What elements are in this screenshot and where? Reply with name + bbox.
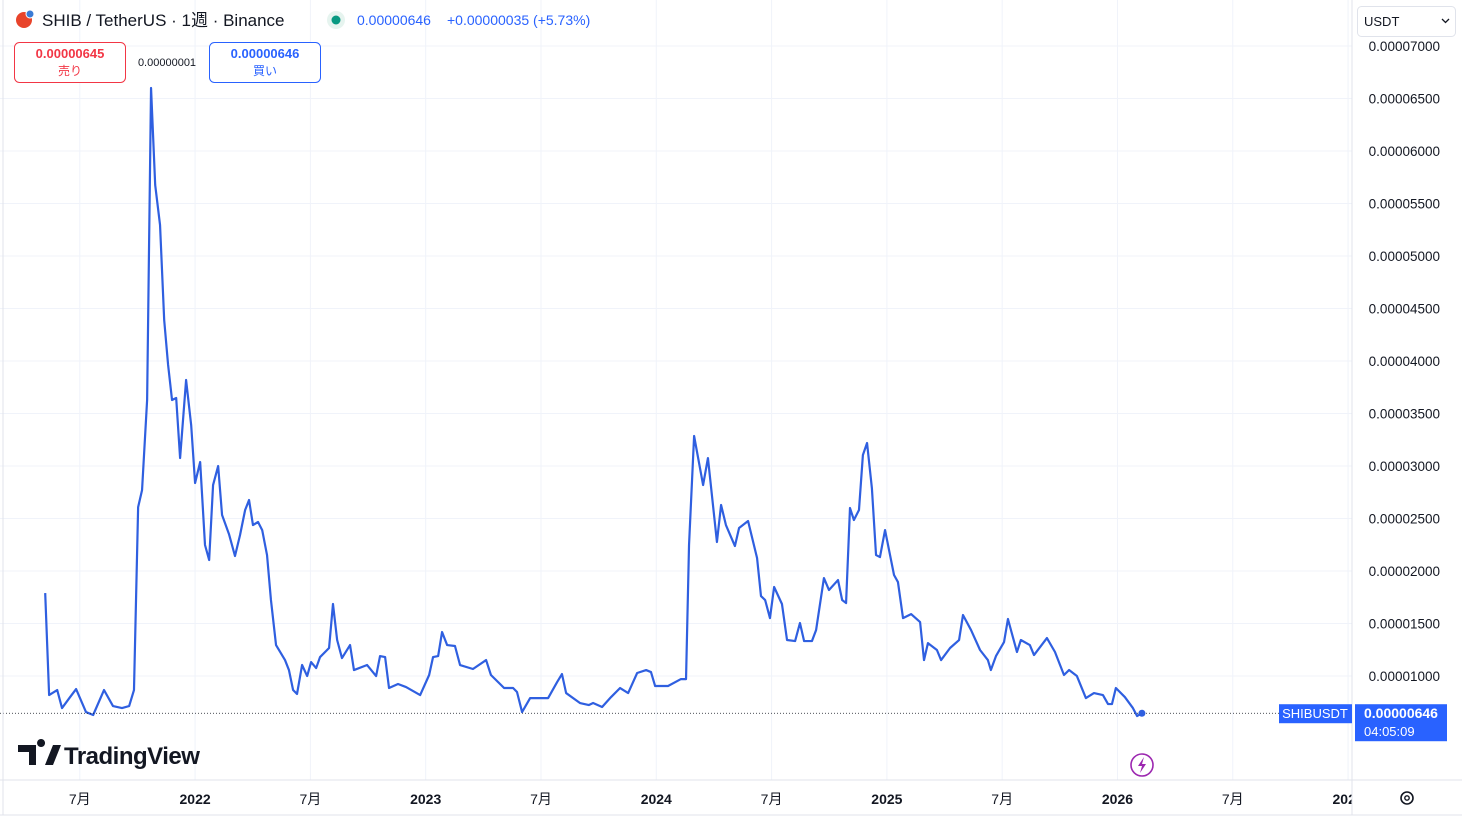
symbol-icon [25,9,35,19]
y-tick-label: 0.00001500 [1369,617,1440,632]
y-tick-label: 0.00002500 [1369,512,1440,527]
buy-button[interactable] [209,42,321,83]
settings-icon[interactable] [1400,791,1414,805]
dropdown-arrow [1441,18,1450,24]
price-tag [1355,704,1447,742]
y-axis: 0.00001000 0.00001500 0.00002000 0.00002500… [1369,39,1440,684]
logo-mark [18,739,61,765]
x-tick-label: 2024 [641,791,672,807]
event-icon [1138,757,1146,773]
y-tick-label: 0.00006000 [1369,144,1440,159]
price-tags: SHIBUSDT 0.00000646 04:05:09 [1279,704,1447,742]
y-tick-label: 0.00002000 [1369,564,1440,579]
buy-label[interactable]: 買い [253,64,277,78]
symbol-title[interactable]: SHIB / TetherUS · 1週 · Binance [42,11,285,30]
y-tick-label: 0.00001000 [1369,669,1440,684]
x-tick-label: 2025 [871,791,902,807]
x-tick-label: 2026 [1102,791,1133,807]
currency-select[interactable] [1357,6,1456,37]
last-point [1138,709,1146,717]
header-price: 0.00000646 [357,12,431,28]
y-tick-label: 0.00005000 [1369,249,1440,264]
y-tick-label: 0.00004000 [1369,354,1440,369]
grid [0,0,1352,780]
settings-icon [1404,795,1410,801]
y-tick-label: 0.00003000 [1369,459,1440,474]
symbol-tag-text: SHIBUSDT [1282,706,1348,721]
y-tick-label: 0.00003500 [1369,407,1440,422]
price-tag-text: 0.00000646 [1364,705,1438,721]
x-tick-label: 7月 [530,791,552,807]
x-tick-label: 7月 [991,791,1013,807]
x-tick-label: 2027 [1333,791,1364,807]
x-tick-label: 7月 [1222,791,1244,807]
sell-button[interactable] [14,42,126,83]
x-axis: 7月 2022 7月 2023 7月 2024 7月 2025 7月 2026 7月 2027 [69,791,1364,807]
y-tick-label: 0.00004500 [1369,302,1440,317]
status-dot [331,15,341,25]
x-tick-label: 2022 [180,791,211,807]
spread: 0.00000001 [138,57,196,69]
sell-price[interactable]: 0.00000645 [36,46,105,61]
symbol-tag [1279,704,1352,724]
countdown-text: 04:05:09 [1364,724,1415,739]
x-tick-label: 7月 [69,791,91,807]
sell-label[interactable]: 売り [58,63,82,78]
x-tick-label: 2023 [410,791,441,807]
y-tick-label: 0.00007000 [1369,39,1440,54]
plot [0,86,1352,718]
x-tick-label: 7月 [299,791,321,807]
currency-label[interactable]: USDT [1364,14,1399,29]
logo-text: TradingView [64,743,200,770]
x-tick-label: 7月 [761,791,783,807]
y-tick-label: 0.00005500 [1369,197,1440,212]
price-line [44,86,1143,718]
header-change: +0.00000035 (+5.73%) [447,12,590,28]
buy-price[interactable]: 0.00000646 [231,46,300,61]
y-tick-label: 0.00006500 [1369,91,1440,106]
